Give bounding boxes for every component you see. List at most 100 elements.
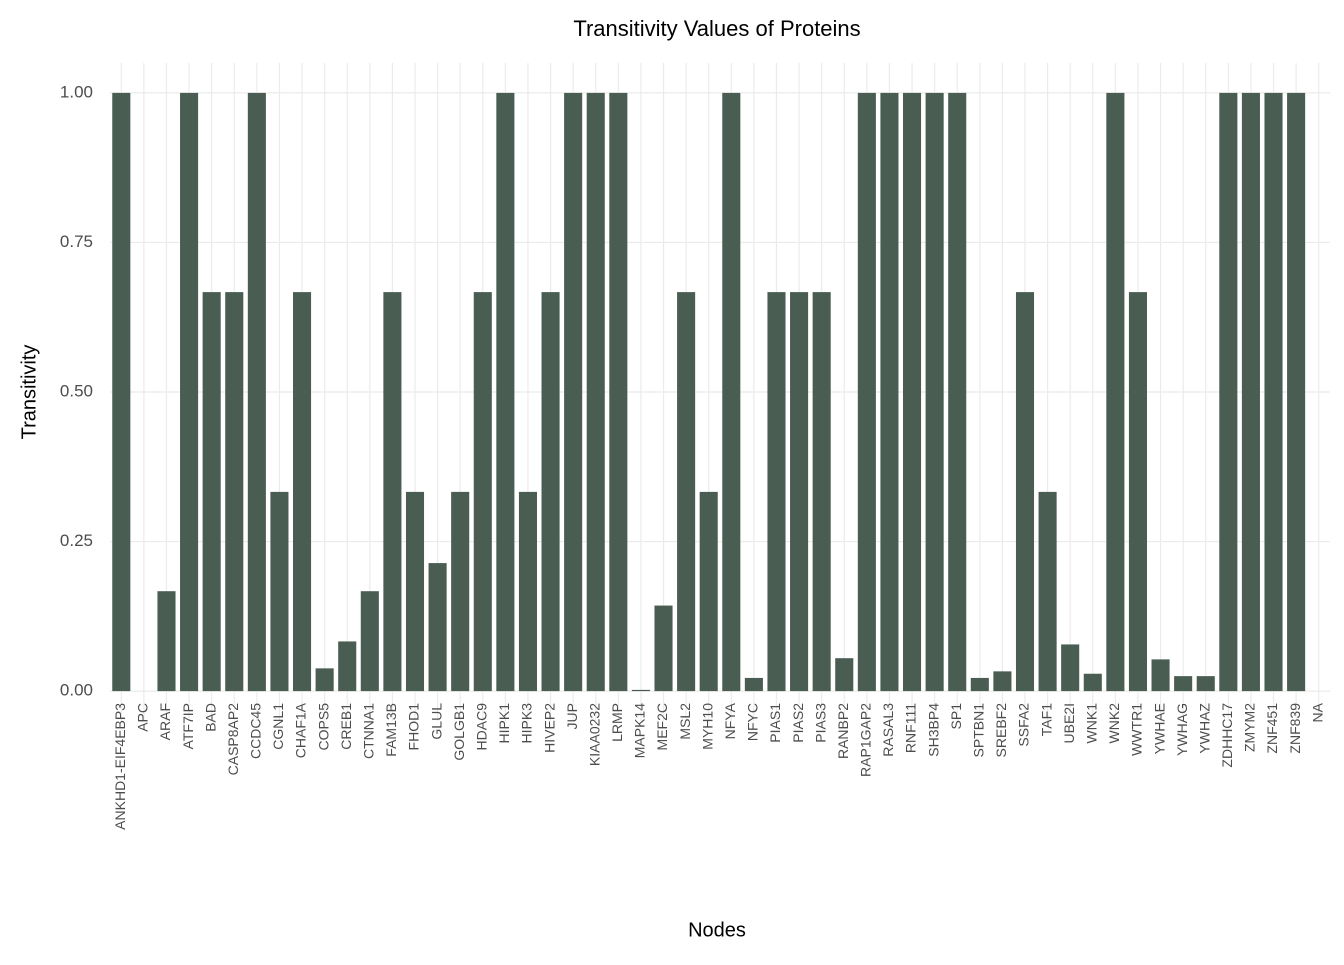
bar [1219,93,1237,691]
x-tick-label: WNK2 [1106,703,1122,744]
bar [1061,644,1079,691]
bar [474,292,492,691]
bar [1174,676,1192,691]
bar [700,492,718,691]
bar [157,591,175,691]
x-tick-label: PIAS3 [812,703,828,743]
x-tick-label: HIPK1 [496,703,512,744]
x-tick-label: CASP8AP2 [225,703,241,776]
x-tick-label: MSL2 [677,703,693,740]
x-axis-title: Nodes [688,919,746,941]
bar [451,492,469,691]
x-tick-label: MAPK14 [632,703,648,758]
x-tick-label: YWHAE [1151,703,1167,754]
x-tick-label: NFYC [745,703,761,741]
x-tick-label: ZMYM2 [1242,703,1258,752]
bar [609,93,627,691]
x-tick-label: YWHAZ [1196,703,1212,754]
bar [383,292,401,691]
bar [1039,492,1057,691]
bar [654,606,672,692]
x-tick-label: SH3BP4 [925,703,941,757]
bar [948,93,966,691]
x-tick-label: PIAS1 [767,703,783,743]
y-tick-label: 0.00 [60,681,93,700]
x-tick-label: RASAL3 [880,703,896,757]
x-tick-label: SP1 [948,703,964,730]
x-tick-label: BAD [202,703,218,732]
x-tick-label: TAF1 [1038,703,1054,736]
x-tick-label: PIAS2 [790,703,806,743]
x-tick-label: ANKHD1-EIF4EBP3 [112,703,128,830]
bar [1197,676,1215,691]
x-tick-label: WWTR1 [1129,703,1145,756]
y-tick-label: 1.00 [60,82,93,101]
x-tick-label: MEF2C [654,703,670,750]
bar [1016,292,1034,691]
bar [519,492,537,691]
y-tick-label: 0.75 [60,232,93,251]
bar [903,93,921,691]
bar [926,93,944,691]
x-tick-label: MYH10 [699,703,715,750]
bar [1152,659,1170,691]
x-tick-label: ARAF [157,703,173,740]
x-tick-label: COPS5 [315,703,331,751]
x-tick-label: APC [135,703,151,732]
bar [496,93,514,691]
x-tick-label: HDAC9 [473,703,489,751]
x-tick-label: WNK1 [1083,703,1099,744]
bar [1106,93,1124,691]
bar [880,93,898,691]
bar [361,591,379,691]
x-tick-label: HIPK3 [519,703,535,744]
bar [971,678,989,691]
x-tick-label: RANBP2 [835,703,851,759]
bar [542,292,560,691]
x-tick-label: SSFA2 [1016,703,1032,747]
bar [587,93,605,691]
y-tick-label: 0.50 [60,381,93,400]
x-tick-label: NFYA [722,702,738,739]
x-tick-label: CGNL1 [270,703,286,750]
bar [767,292,785,691]
bar [1264,93,1282,691]
x-tick-label: CREB1 [338,703,354,750]
bar [1129,292,1147,691]
x-tick-label: ATF7IP [180,703,196,749]
bar [293,292,311,691]
bar [429,563,447,691]
x-tick-label: ZNF839 [1287,703,1303,754]
bar [112,93,130,691]
x-tick-label: NA [1309,702,1325,722]
x-tick-label: CTNNA1 [361,703,377,759]
x-tick-label: HIVEP2 [541,703,557,753]
bar [790,292,808,691]
x-tick-label: CHAF1A [293,702,309,758]
bar [632,690,650,691]
y-tick-label: 0.25 [60,531,93,550]
x-tick-label: YWHAG [1174,703,1190,756]
bar [835,658,853,691]
x-tick-label: JUP [564,703,580,729]
x-tick-label: FHOD1 [406,703,422,751]
chart-title: Transitivity Values of Proteins [573,16,860,41]
bar [858,93,876,691]
x-tick-label: GLUL [428,703,444,740]
y-axis-title: Transitivity [18,345,40,440]
bar [564,93,582,691]
bar [338,641,356,691]
bar [316,668,334,691]
x-tick-label: GOLGB1 [451,703,467,761]
bar [993,671,1011,691]
bar [248,93,266,691]
x-tick-label: SPTBN1 [971,703,987,758]
bar [225,292,243,691]
bar [722,93,740,691]
x-tick-label: UBE2I [1061,703,1077,743]
bar [406,492,424,691]
x-tick-label: RNF111 [903,703,919,753]
bar [1242,93,1260,691]
bar [745,678,763,691]
